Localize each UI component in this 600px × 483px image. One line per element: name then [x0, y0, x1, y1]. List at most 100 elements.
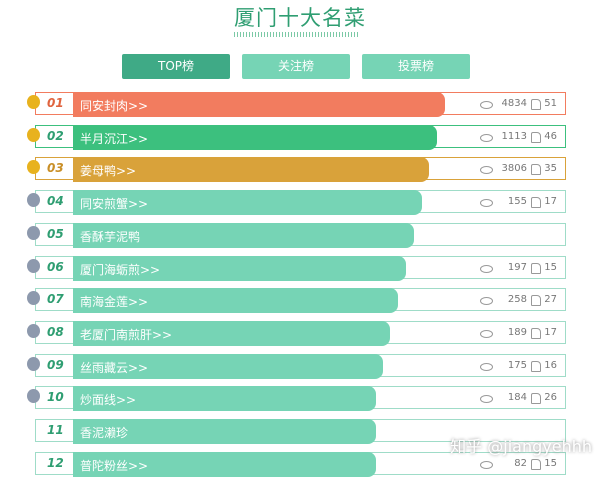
likes-icon: [531, 393, 541, 405]
rank-number: 09: [47, 357, 64, 372]
medal-icon: [27, 160, 40, 175]
rank-bar: [73, 222, 414, 248]
rank-bar: [73, 255, 406, 281]
rank-number: 02: [47, 128, 64, 143]
dish-name[interactable]: 普陀粉丝>>: [80, 458, 149, 473]
rank-bar: [73, 288, 399, 314]
likes-count: 15: [544, 261, 557, 273]
dish-name[interactable]: 半月沉江>>: [80, 131, 149, 146]
likes-icon: [531, 99, 541, 110]
rank-bar: [73, 157, 430, 183]
medal-icon: [27, 258, 40, 273]
likes-icon: [531, 360, 541, 372]
dish-name[interactable]: 炒面线>>: [80, 393, 137, 408]
medal-icon: [27, 95, 40, 109]
likes-icon: [531, 197, 541, 209]
likes-icon: [531, 262, 541, 274]
views-count: 184: [507, 392, 527, 404]
dish-name[interactable]: 丝雨藏云>>: [80, 360, 149, 375]
list-row: 12 普陀粉丝>> 82 15: [35, 451, 566, 477]
rank-number: 07: [47, 292, 64, 307]
rank-bar: [73, 320, 391, 346]
list-row: 06 厦门海蛎煎>> 197 15: [27, 255, 566, 281]
list-row: 01 同安封肉>> 4834 51: [27, 92, 566, 117]
rank-bar: [73, 419, 376, 444]
list-row: 03 姜母鸭>> 3806 35: [27, 157, 566, 183]
rank-number: 04: [47, 194, 64, 209]
list-row: 10 炒面线>> 184 26: [27, 386, 566, 412]
views-count: 82: [514, 457, 527, 469]
rank-bar: [73, 124, 438, 150]
views-icon: [480, 395, 493, 404]
dish-name[interactable]: 南海金莲>>: [80, 295, 149, 310]
list-row: 09 丝雨藏云>> 175 16: [27, 353, 566, 379]
views-icon: [480, 101, 493, 109]
likes-icon: [531, 164, 541, 176]
rank-bar: [73, 190, 422, 216]
page-title: 厦门十大名菜: [234, 6, 366, 30]
views-count: 3806: [501, 163, 527, 175]
likes-count: 51: [544, 98, 557, 109]
views-icon: [480, 264, 493, 273]
list-row: 07 南海金莲>> 258 27: [27, 288, 566, 314]
list-row: 11 香泥濑珍: [35, 419, 566, 444]
likes-icon: [531, 131, 541, 143]
dish-name[interactable]: 同安煎蟹>>: [80, 197, 149, 212]
likes-count: 17: [544, 326, 557, 338]
tab[interactable]: TOP榜: [122, 54, 230, 79]
rank-number: 11: [47, 423, 64, 437]
views-icon: [480, 133, 493, 142]
watermark: 知乎 @jiangyehhh: [450, 437, 592, 456]
views-count: 175: [507, 359, 527, 371]
medal-icon: [27, 193, 40, 208]
views-icon: [480, 362, 493, 371]
medal-icon: [27, 323, 40, 338]
medal-icon: [27, 389, 40, 404]
views-icon: [480, 297, 493, 306]
rank-number: 05: [47, 226, 64, 241]
rank-bar: [73, 451, 376, 477]
likes-icon: [531, 327, 541, 339]
rank-number: 08: [47, 324, 64, 339]
list-row: 04 同安煎蟹>> 155 17: [27, 190, 566, 216]
dish-name[interactable]: 厦门海蛎煎>>: [80, 262, 161, 277]
rank-number: 03: [47, 161, 64, 176]
medal-icon: [27, 291, 40, 306]
views-count: 4834: [501, 98, 527, 109]
dish-name[interactable]: 香泥濑珍: [80, 426, 129, 440]
likes-icon: [531, 295, 541, 307]
tab[interactable]: 投票榜: [362, 54, 470, 79]
views-icon: [480, 199, 493, 208]
list-row: 05 香酥芋泥鸭: [27, 222, 566, 248]
likes-icon: [531, 458, 541, 470]
rank-bar: [73, 386, 376, 412]
list-row: 02 半月沉江>> 1113 46: [27, 124, 566, 150]
medal-icon: [27, 225, 40, 240]
views-count: 189: [507, 326, 527, 338]
rank-number: 10: [47, 390, 64, 405]
dish-name[interactable]: 香酥芋泥鸭: [80, 229, 141, 244]
dish-name[interactable]: 同安封肉>>: [80, 99, 149, 113]
views-count: 1113: [501, 130, 527, 142]
dish-name[interactable]: 姜母鸭>>: [80, 164, 137, 179]
tab[interactable]: 关注榜: [242, 54, 350, 79]
views-icon: [480, 329, 493, 338]
list-row: 08 老厦门南煎肝>> 189 17: [27, 320, 566, 346]
likes-count: 16: [544, 359, 557, 371]
likes-count: 27: [544, 294, 557, 306]
dish-name[interactable]: 老厦门南煎肝>>: [80, 327, 173, 342]
likes-count: 15: [544, 457, 557, 469]
likes-count: 17: [544, 196, 557, 208]
views-count: 197: [507, 261, 527, 273]
views-icon: [480, 166, 493, 175]
likes-count: 26: [544, 392, 557, 404]
rank-bar: [73, 92, 445, 117]
views-icon: [480, 460, 493, 469]
rank-number: 01: [47, 96, 64, 110]
medal-icon: [27, 356, 40, 371]
likes-count: 35: [544, 163, 557, 175]
rank-number: 06: [47, 259, 64, 274]
rank-number: 12: [47, 455, 64, 470]
likes-count: 46: [544, 130, 557, 142]
